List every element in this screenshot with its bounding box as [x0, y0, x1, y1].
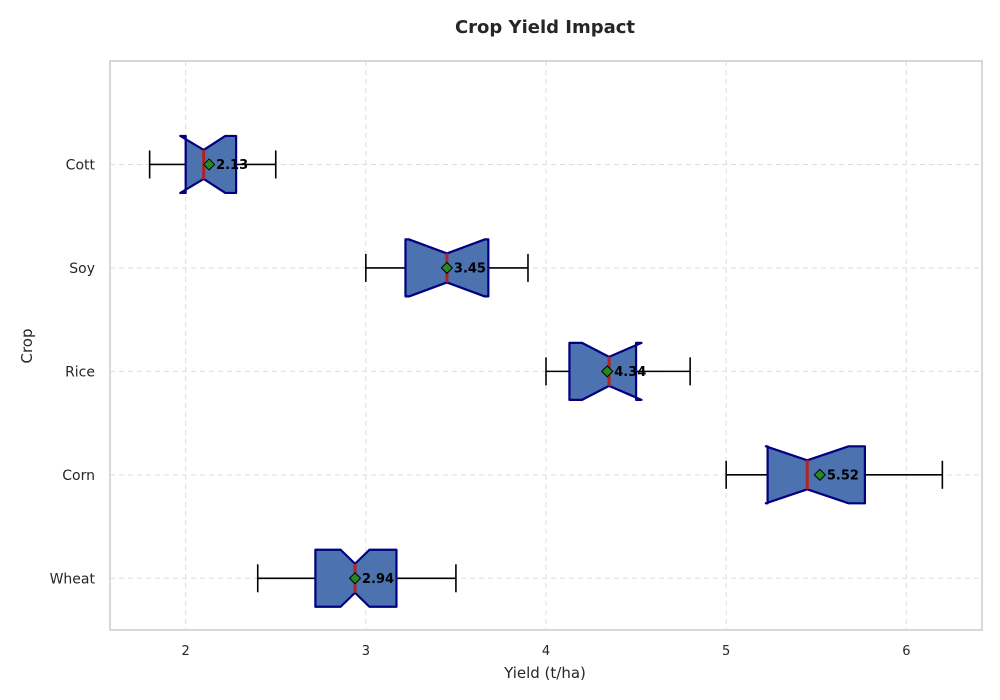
- y-tick-label: Wheat: [50, 571, 96, 587]
- mean-data-label: 5.52: [827, 468, 859, 483]
- mean-marker: [348, 572, 362, 585]
- box-soy: 3.45: [365, 238, 529, 298]
- y-axis-label: Crop: [18, 328, 36, 363]
- mean-data-label: 3.45: [454, 261, 486, 276]
- box-cott: 2.13: [148, 134, 277, 195]
- mean-marker: [440, 261, 454, 275]
- x-tick-label: 6: [902, 644, 910, 659]
- mean-marker: [202, 158, 216, 171]
- x-axis-label: Yield (t/ha): [503, 664, 586, 682]
- x-tick-label: 3: [362, 644, 370, 659]
- plot-frame: [109, 60, 983, 631]
- y-tick-label: Corn: [62, 468, 95, 484]
- mean-data-label: 4.34: [614, 365, 646, 380]
- plot-area: 2.94 5.52 4.34 3.45 2.13: [148, 134, 944, 608]
- x-tick-label: 4: [542, 644, 550, 659]
- mean-data-label: 2.94: [362, 572, 394, 587]
- x-tick-label: 5: [722, 644, 730, 659]
- y-tick-label: Rice: [65, 364, 95, 380]
- box-corn: 5.52: [725, 445, 944, 505]
- chart-title: Crop Yield Impact: [455, 17, 635, 38]
- x-tick-label: 2: [182, 644, 190, 659]
- mean-data-label: 2.13: [216, 158, 248, 173]
- box-wheat: 2.94: [256, 548, 457, 608]
- y-tick-label: Soy: [69, 261, 95, 277]
- grid-lines: [110, 61, 982, 630]
- box-rice: 4.34: [545, 341, 691, 401]
- axis-ticks: 2 3 4 5 6 Wheat Corn Rice Soy Cott: [50, 157, 911, 659]
- mean-marker: [601, 365, 614, 378]
- mean-marker: [813, 468, 827, 482]
- y-tick-label: Cott: [66, 157, 96, 173]
